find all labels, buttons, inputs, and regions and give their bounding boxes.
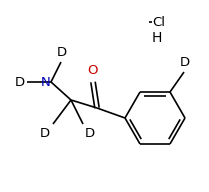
Text: N: N <box>40 75 50 89</box>
Text: D: D <box>15 75 25 89</box>
Text: H: H <box>152 31 162 45</box>
Text: D: D <box>57 46 67 59</box>
Text: D: D <box>180 56 190 69</box>
Text: D: D <box>40 127 50 140</box>
Text: Cl: Cl <box>152 16 165 28</box>
Text: D: D <box>85 127 95 140</box>
Text: O: O <box>88 64 98 77</box>
